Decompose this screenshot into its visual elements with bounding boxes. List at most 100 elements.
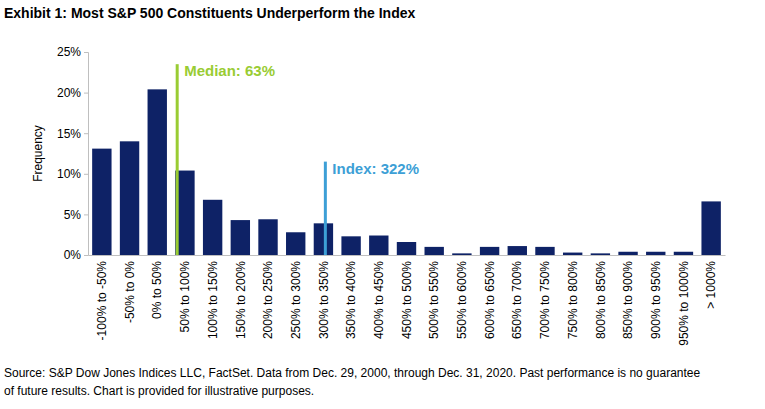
- x-tick: 400% to 450%: [372, 255, 386, 339]
- x-tick-label: 900% to 950%: [649, 261, 663, 339]
- y-tick-mark: [84, 133, 88, 134]
- x-tick: 50% to 100%: [178, 255, 192, 332]
- bar: [286, 232, 305, 255]
- x-tick-label: -50% to 0%: [123, 261, 137, 323]
- y-tick-label: 15%: [57, 127, 81, 141]
- y-axis-title: Frequency: [31, 125, 45, 182]
- x-tick: 900% to 950%: [649, 255, 663, 339]
- x-tick-label: 850% to 900%: [621, 261, 635, 339]
- x-tick-label: 250% to 300%: [289, 261, 303, 339]
- x-tick: 600% to 650%: [483, 255, 497, 339]
- bar: [148, 89, 167, 255]
- bar: [369, 236, 388, 255]
- y-tick-mark: [84, 52, 88, 53]
- bar: [120, 141, 139, 255]
- x-tick-label: 750% to 800%: [566, 261, 580, 339]
- bar: [563, 253, 582, 255]
- x-axis: -100% to -50% -50% to 0% 0% to 50% 50% to 1…: [89, 255, 726, 346]
- y-tick-mark: [84, 93, 88, 94]
- x-tick: 100% to 150%: [206, 255, 220, 339]
- x-tick-label: 300% to 350%: [317, 261, 331, 339]
- x-tick: 550% to 600%: [455, 255, 469, 339]
- x-tick: 650% to 700%: [510, 255, 524, 339]
- annotation-label: Index: 322%: [332, 160, 419, 177]
- y-tick: 25%: [57, 45, 88, 59]
- x-tick-label: 0% to 50%: [150, 261, 164, 319]
- annotation-line: [176, 64, 179, 255]
- annotation-label: Median: 63%: [184, 62, 275, 79]
- x-tick: 450% to 500%: [400, 255, 414, 339]
- bars: [92, 89, 721, 255]
- y-axis: 0% 5% 10% 15% 20% 25%: [57, 45, 89, 262]
- bar: [397, 242, 416, 255]
- x-tick: 800% to 850%: [594, 255, 608, 339]
- x-tick: -50% to 0%: [123, 255, 137, 323]
- source-note: of future results. Chart is provided for…: [4, 384, 314, 398]
- y-tick: 10%: [57, 167, 88, 181]
- x-tick-label: 450% to 500%: [400, 261, 414, 339]
- x-tick-label: 550% to 600%: [455, 261, 469, 339]
- annotation-line: [324, 162, 327, 255]
- x-tick: 950% to 1000%: [677, 255, 691, 346]
- x-tick-label: 150% to 200%: [234, 261, 248, 339]
- x-tick: 150% to 200%: [234, 255, 248, 339]
- bar: [646, 252, 665, 255]
- bar: [674, 252, 693, 255]
- x-tick-label: 600% to 650%: [483, 261, 497, 339]
- x-tick-label: -100% to -50%: [95, 261, 109, 341]
- x-tick: -100% to -50%: [95, 255, 109, 340]
- x-tick-label: 500% to 550%: [427, 261, 441, 339]
- bar: [231, 220, 250, 255]
- bar: [341, 236, 360, 255]
- x-tick: 250% to 300%: [289, 255, 303, 339]
- title: Exhibit 1: Most S&P 500 Constituents Und…: [4, 5, 415, 21]
- source-note: Source: S&P Dow Jones Indices LLC, FactS…: [4, 366, 700, 380]
- x-tick-label: 950% to 1000%: [677, 261, 691, 346]
- x-tick-label: 50% to 100%: [178, 261, 192, 333]
- x-tick-label: 400% to 450%: [372, 261, 386, 339]
- y-tick-label: 5%: [64, 208, 82, 222]
- bar: [92, 149, 111, 255]
- y-tick-label: 10%: [57, 167, 81, 181]
- x-tick-label: 700% to 750%: [538, 261, 552, 339]
- y-tick-mark: [84, 174, 88, 175]
- y-tick-label: 25%: [57, 45, 81, 59]
- x-tick: 350% to 400%: [344, 255, 358, 339]
- y-tick-label: 0%: [64, 248, 82, 262]
- y-tick-mark: [84, 255, 88, 256]
- bar: [203, 200, 222, 255]
- bar: [425, 247, 444, 255]
- chart: Exhibit 1: Most S&P 500 Constituents Und…: [0, 0, 765, 409]
- bar: [618, 252, 637, 255]
- x-tick: > 1000%: [704, 255, 718, 309]
- x-tick: 750% to 800%: [566, 255, 580, 339]
- y-tick-label: 20%: [57, 86, 81, 100]
- y-tick: 0%: [64, 248, 88, 262]
- bar: [591, 253, 610, 255]
- y-tick: 5%: [64, 208, 88, 222]
- bar: [535, 247, 554, 255]
- x-tick-label: 800% to 850%: [594, 261, 608, 339]
- bar: [508, 246, 527, 255]
- x-axis-line: [89, 255, 726, 256]
- bar: [480, 247, 499, 255]
- x-tick: 850% to 900%: [621, 255, 635, 339]
- y-axis-line: [84, 53, 89, 256]
- bar: [258, 219, 277, 255]
- x-tick: 500% to 550%: [427, 255, 441, 339]
- y-tick: 15%: [57, 127, 88, 141]
- x-tick: 200% to 250%: [261, 255, 275, 339]
- y-tick-mark: [84, 214, 88, 215]
- x-tick-label: 650% to 700%: [510, 261, 524, 339]
- x-tick-label: 200% to 250%: [261, 261, 275, 339]
- bar: [452, 253, 471, 255]
- x-tick-label: 350% to 400%: [344, 261, 358, 339]
- x-tick: 0% to 50%: [150, 255, 164, 319]
- bar: [314, 223, 333, 255]
- x-tick: 300% to 350%: [317, 255, 331, 339]
- x-tick-label: > 1000%: [704, 261, 718, 309]
- x-tick: 700% to 750%: [538, 255, 552, 339]
- x-tick-label: 100% to 150%: [206, 261, 220, 339]
- y-tick: 20%: [57, 86, 88, 100]
- bar: [701, 201, 720, 255]
